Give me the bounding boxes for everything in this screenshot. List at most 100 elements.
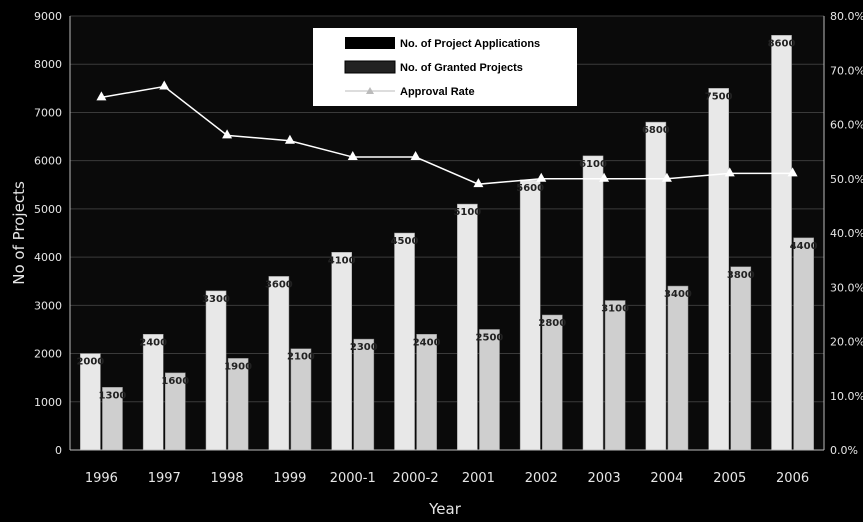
data-label-granted: 2400 [413, 337, 441, 348]
bar-applications [708, 88, 729, 451]
y2-tick-label: 50.0% [830, 173, 863, 186]
x-tick-label: 1999 [273, 471, 306, 486]
approval-rate-point [159, 80, 170, 90]
legend-swatch-granted [344, 60, 396, 74]
data-label-applications: 3300 [202, 294, 230, 305]
data-label-applications: 6100 [579, 159, 607, 170]
data-label-applications: 6800 [642, 125, 670, 136]
bar-applications [331, 252, 353, 451]
approval-rate-point [96, 91, 107, 101]
bar-applications [771, 35, 792, 451]
data-label-granted: 1300 [99, 390, 127, 401]
bar-granted [667, 285, 689, 451]
approval-rate-point [661, 172, 672, 182]
x-tick-label: 1997 [148, 471, 181, 486]
data-label-granted: 1600 [161, 376, 189, 387]
approval-rate-point [724, 167, 735, 177]
data-label-granted: 2300 [350, 342, 378, 353]
x-tick-label: 2006 [776, 471, 809, 486]
x-tick-label: 2002 [525, 471, 558, 486]
approval-rate-point [347, 151, 358, 161]
bar-applications [142, 334, 164, 451]
x-tick-label: 1996 [85, 471, 118, 486]
bar-applications [268, 276, 290, 451]
data-label-granted: 3800 [727, 270, 755, 281]
data-label-applications: 2000 [76, 357, 104, 368]
x-tick-label: 2000-2 [393, 471, 439, 486]
approval-rate-point [473, 178, 484, 188]
approval-rate-point [536, 172, 547, 182]
bar-granted [793, 237, 814, 451]
axes: 0 1000 2000 3000 4000 5000 6000 7000 8000 9000 0.0… [34, 10, 863, 486]
y-tick-label: 1000 [34, 396, 62, 409]
data-label-applications: 2400 [139, 337, 167, 348]
legend-rate-marker [366, 87, 374, 94]
x-axis-title: Year [428, 500, 462, 518]
x-tick-label: 2000-1 [330, 471, 376, 486]
bar-granted [542, 314, 563, 451]
bar-applications [80, 353, 101, 451]
y2-tick-label: 70.0% [830, 64, 863, 77]
bar-granted [416, 334, 437, 451]
bar-granted [479, 329, 500, 451]
data-label-applications: 4500 [391, 236, 419, 247]
y-tick-label: 9000 [34, 10, 62, 23]
bar-applications [519, 179, 541, 451]
data-label-applications: 5600 [516, 183, 544, 194]
legend-label-granted: No. of Granted Projects [400, 62, 523, 74]
approval-rate-line [101, 85, 793, 185]
y-tick-label: 0 [55, 444, 62, 457]
bar-granted [730, 266, 752, 451]
data-label-applications: 3600 [265, 279, 293, 290]
x-tick-label: 2001 [462, 471, 495, 486]
y2-tick-label: 60.0% [830, 119, 863, 132]
legend-label-applications: No. of Project Applications [400, 38, 540, 50]
y2-tick-label: 0.0% [830, 444, 858, 457]
data-label-granted: 2800 [538, 318, 566, 329]
approval-rate-point [284, 134, 295, 144]
approval-rate-point [599, 172, 610, 182]
y-tick-label: 3000 [34, 299, 62, 312]
x-tick-label: 2004 [650, 471, 683, 486]
legend-label-rate: Approval Rate [400, 86, 475, 98]
bar-applications [394, 232, 415, 451]
x-tick-label: 1998 [211, 471, 244, 486]
legend-swatch-applications [345, 37, 395, 49]
approval-rate-point [787, 167, 798, 177]
y-tick-label: 2000 [34, 348, 62, 361]
bar-granted [290, 348, 312, 451]
x-tick-label: 2005 [713, 471, 746, 486]
data-label-granted: 3100 [601, 304, 629, 315]
bar-applications [205, 290, 227, 451]
bar-granted [353, 338, 375, 451]
bar-applications [582, 155, 604, 451]
legend: No. of Project Applications No. of Grant… [313, 28, 577, 106]
data-label-applications: 4100 [328, 255, 356, 266]
data-label-granted: 4400 [790, 241, 818, 252]
bar-applications [645, 121, 667, 451]
y2-tick-label: 40.0% [830, 227, 863, 240]
data-label-applications: 7500 [705, 91, 733, 102]
approval-rate-point [410, 151, 421, 161]
data-label-granted: 3400 [664, 289, 692, 300]
data-label-applications: 5100 [453, 207, 481, 218]
approval-rate-point [222, 129, 233, 139]
y2-tick-label: 30.0% [830, 281, 863, 294]
approval-line [96, 80, 798, 188]
y-tick-label: 5000 [34, 203, 62, 216]
x-tick-label: 2003 [588, 471, 621, 486]
y-tick-label: 6000 [34, 155, 62, 168]
grid [70, 15, 824, 451]
y2-tick-label: 20.0% [830, 336, 863, 349]
y-tick-label: 7000 [34, 106, 62, 119]
bars: 2000 1300 2400 1600 3300 1900 3600 2100 4100 2300… [76, 35, 818, 451]
bar-applications [457, 203, 478, 451]
y2-tick-label: 10.0% [830, 390, 863, 403]
data-label-applications: 8600 [768, 38, 796, 49]
data-label-granted: 1900 [224, 361, 252, 372]
y-axis-title: No of Projects [10, 181, 28, 285]
y-tick-label: 4000 [34, 251, 62, 264]
data-label-granted: 2500 [476, 332, 504, 343]
y-tick-label: 8000 [34, 58, 62, 71]
